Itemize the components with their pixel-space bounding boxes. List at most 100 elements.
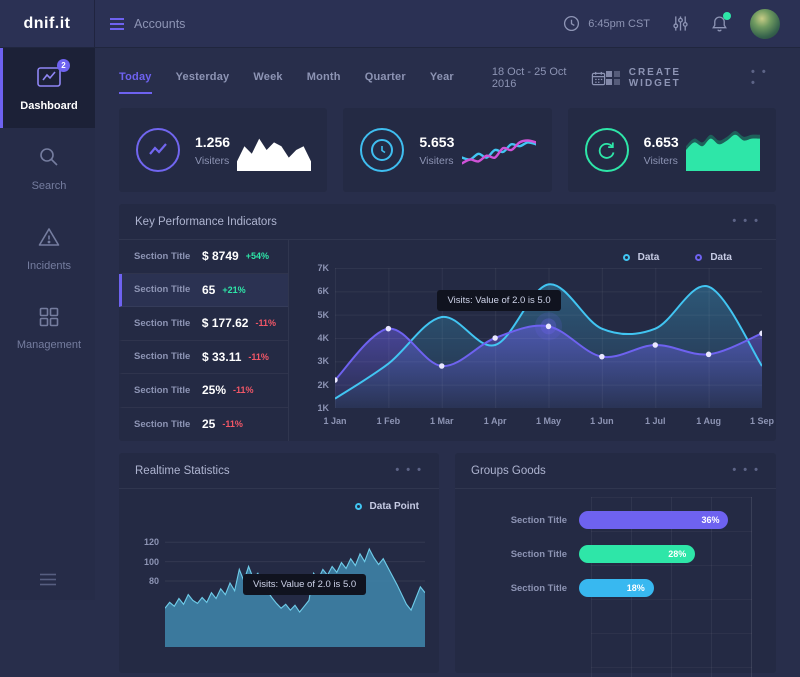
bar-percent-label: 18% — [627, 583, 645, 593]
time-text: 6:45pm CST — [588, 18, 650, 30]
calendar-icon — [591, 71, 606, 86]
kpi-row-delta: -11% — [222, 419, 243, 429]
accounts-menu[interactable]: Accounts — [109, 17, 185, 31]
filters-icon[interactable] — [672, 15, 689, 32]
dashboard-chart-icon: 2 — [36, 65, 62, 89]
tab-today[interactable]: Today — [119, 62, 152, 94]
stat-value: 5.653 — [419, 134, 454, 150]
stat-card-visitors-3[interactable]: 6.653 Visiters — [568, 108, 776, 192]
kpi-body: Section Title $ 8749 +54% Section Title … — [119, 240, 776, 441]
kpi-row-value: $ 177.62 — [202, 316, 249, 330]
x-tick: 1 Jul — [645, 416, 666, 426]
warning-triangle-icon — [37, 225, 61, 249]
tab-quarter[interactable]: Quarter — [365, 62, 406, 94]
stat-text: 5.653 Visiters — [419, 134, 454, 167]
groups-more-icon[interactable]: • • • — [732, 465, 760, 476]
kpi-row[interactable]: Section Title 65 +21% — [119, 274, 288, 308]
date-range-text: 18 Oct - 25 Oct 2016 — [492, 66, 582, 90]
legend-label: Data — [710, 252, 732, 263]
kpi-y-axis: 7K 6K 5K 4K 3K 2K 1K — [303, 268, 329, 408]
stat-text: 6.653 Visiters — [644, 134, 679, 167]
sidebar-item-dashboard[interactable]: 2 Dashboard — [0, 48, 95, 128]
legend-label: Data — [638, 252, 660, 263]
kpi-row[interactable]: Section Title 25% -11% — [119, 374, 288, 408]
groups-goods-panel: Groups Goods • • • Section Title 36% Sec… — [455, 453, 776, 673]
toolbar-more-icon[interactable]: • • • — [751, 67, 776, 89]
realtime-body: Data Point 120 100 80 Visits: Value of 2… — [119, 489, 439, 647]
kpi-row-label: Section Title — [134, 284, 202, 295]
x-tick: 1 Feb — [377, 416, 401, 426]
group-row-label: Section Title — [479, 583, 579, 594]
sidebar-item-management[interactable]: Management — [0, 288, 95, 368]
bar-track: 36% — [579, 511, 752, 529]
realtime-panel: Realtime Statistics • • • Data Point 120… — [119, 453, 439, 673]
collapse-menu-icon[interactable] — [0, 573, 95, 586]
user-avatar[interactable] — [750, 9, 780, 39]
y-tick: 120 — [144, 537, 159, 547]
chart-legend: Data Data — [303, 246, 762, 268]
kpi-row-value: $ 8749 — [202, 249, 239, 263]
y-tick: 100 — [144, 557, 159, 567]
tab-year[interactable]: Year — [430, 62, 454, 94]
refresh-ring-icon — [584, 127, 630, 173]
tab-month[interactable]: Month — [307, 62, 341, 94]
groups-panel-title: Groups Goods — [471, 465, 546, 477]
progress-bar: 18% — [579, 579, 654, 597]
kpi-row-label: Section Title — [134, 318, 202, 329]
list-icon — [109, 17, 125, 31]
kpi-row-label: Section Title — [134, 419, 202, 430]
groups-panel-header: Groups Goods • • • — [455, 453, 776, 489]
kpi-row[interactable]: Section Title $ 177.62 -11% — [119, 307, 288, 341]
date-range-picker[interactable]: 18 Oct - 25 Oct 2016 — [492, 66, 606, 90]
tab-yesterday[interactable]: Yesterday — [176, 62, 230, 94]
kpi-line-chart: Data Data 7K 6K 5K 4K 3K 2K — [289, 240, 776, 441]
y-tick: 2K — [317, 380, 329, 390]
widget-grid-icon — [606, 71, 620, 85]
groups-body: Section Title 36% Section Title 28% — [455, 489, 776, 605]
tab-week[interactable]: Week — [253, 62, 282, 94]
kpi-row-delta: -11% — [248, 352, 269, 362]
topbar: dnif.it Accounts 6:45pm CST — [0, 0, 800, 48]
stat-label: Visiters — [419, 155, 454, 167]
stat-label: Visiters — [195, 155, 230, 167]
stat-card-visitors-1[interactable]: 1.256 Visiters — [119, 108, 327, 192]
sidebar-item-incidents[interactable]: Incidents — [0, 208, 95, 288]
kpi-more-icon[interactable]: • • • — [732, 216, 760, 227]
sparkline-dual-lines — [462, 129, 536, 171]
kpi-row-value: $ 33.11 — [202, 350, 241, 364]
bottom-row: Realtime Statistics • • • Data Point 120… — [119, 441, 776, 673]
realtime-plot-area: 120 100 80 Visits: Value of 2.0 is 5.0 — [165, 517, 425, 647]
kpi-row[interactable]: Section Title $ 8749 +54% — [119, 240, 288, 274]
sidebar-item-search[interactable]: Search — [0, 128, 95, 208]
kpi-row-value: 25% — [202, 383, 226, 397]
x-tick: 1 Sep — [750, 416, 774, 426]
kpi-row[interactable]: Section Title $ 33.11 -11% — [119, 341, 288, 375]
kpi-row-label: Section Title — [134, 385, 202, 396]
kpi-section-list: Section Title $ 8749 +54% Section Title … — [119, 240, 289, 441]
realtime-chart-tooltip: Visits: Value of 2.0 is 5.0 — [243, 574, 366, 595]
kpi-row[interactable]: Section Title 25 -11% — [119, 408, 288, 442]
legend-item-data-purple[interactable]: Data — [695, 252, 732, 263]
kpi-plot-area: 7K 6K 5K 4K 3K 2K 1K Visits: Value of 2.… — [335, 268, 762, 408]
stat-card-visitors-2[interactable]: 5.653 Visiters — [343, 108, 551, 192]
sidebar-label: Dashboard — [20, 100, 77, 112]
grid-icon — [38, 306, 60, 328]
legend-item-data-cyan[interactable]: Data — [623, 252, 660, 263]
kpi-row-delta: +54% — [246, 251, 269, 261]
progress-bar: 36% — [579, 511, 728, 529]
notifications-bell-icon[interactable] — [711, 15, 728, 33]
dashboard-badge: 2 — [57, 59, 70, 72]
x-tick: 1 Aug — [696, 416, 721, 426]
kpi-panel-title: Key Performance Indicators — [135, 216, 277, 228]
x-tick: 1 Jun — [590, 416, 614, 426]
realtime-more-icon[interactable]: • • • — [395, 465, 423, 476]
app-logo[interactable]: dnif.it — [23, 15, 70, 33]
group-bar-row: Section Title 36% — [479, 503, 752, 537]
kpi-panel-header: Key Performance Indicators • • • — [119, 204, 776, 240]
legend-item-data-point[interactable]: Data Point — [355, 501, 419, 512]
create-widget-button[interactable]: CREATE WIDGET — [606, 67, 725, 89]
y-tick: 5K — [317, 310, 329, 320]
bar-track: 28% — [579, 545, 752, 563]
sparkline-mountain — [237, 129, 311, 171]
progress-bar: 28% — [579, 545, 695, 563]
